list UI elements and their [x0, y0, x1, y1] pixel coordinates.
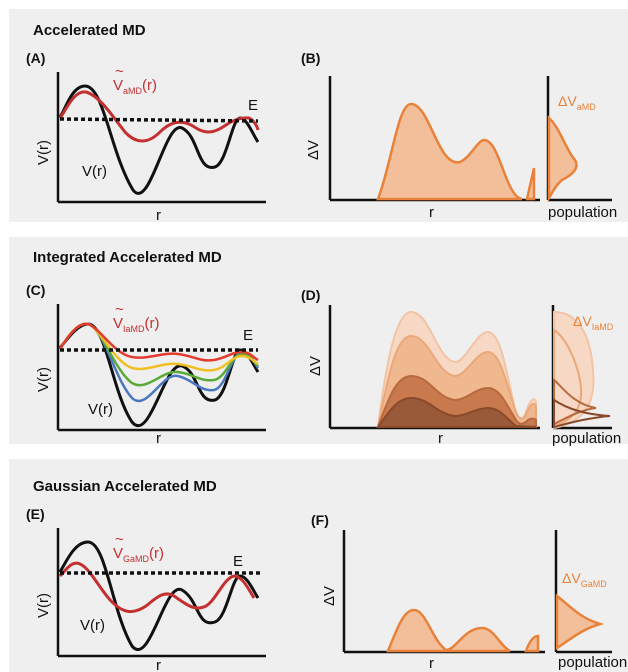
panel-c-boost-tilde: ~: [115, 301, 124, 318]
panel-e-boost-curve: [58, 561, 256, 613]
panel-label-a: (A): [26, 50, 45, 66]
panel-c-boost-label: VIaMD(r): [113, 315, 160, 334]
section-panel-integrated-accelerated-md: [9, 237, 628, 444]
panel-a-ylabel: V(r): [35, 140, 52, 165]
panel-a-boost-label: VaMD(r): [113, 77, 157, 96]
panel-a-boost-tilde: ~: [115, 63, 124, 80]
panel-a-threshold-line: [59, 117, 259, 123]
panel-d-hist-xlabel: population: [552, 430, 621, 447]
panel-d-hist-label: ΔVIaMD: [573, 313, 614, 332]
section-title-accelerated-md: Accelerated MD: [33, 22, 146, 39]
panel-d-level-4-distribution: [376, 396, 537, 428]
panel-f-boost-tail: [524, 634, 540, 653]
panel-c-threshold-label: E: [243, 327, 253, 344]
panel-c-potential-label: V(r): [88, 401, 113, 418]
section-panel-gaussian-accelerated-md: [9, 459, 628, 672]
panel-a-potential-label: V(r): [82, 163, 107, 180]
panel-b-boost-distribution: [376, 102, 523, 201]
panel-b-boost-tail: [525, 167, 536, 201]
panel-e-boost-tilde: ~: [115, 531, 124, 548]
panel-b-hist-xlabel: population: [548, 204, 617, 221]
panel-f-ylabel: ΔV: [321, 586, 338, 606]
panel-f-hist-xlabel: population: [558, 654, 627, 671]
panel-e-boost-label: VGaMD(r): [113, 545, 164, 564]
panel-d-xlabel: r: [438, 430, 443, 447]
panel-f-population-histogram: [555, 593, 605, 651]
section-title-integrated-accelerated-md: Integrated Accelerated MD: [33, 249, 222, 266]
panel-b-population-histogram: [547, 115, 578, 203]
panel-c-ylabel: V(r): [35, 367, 52, 392]
panel-b-ylabel: ΔV: [305, 140, 322, 160]
panel-e-ylabel: V(r): [35, 593, 52, 618]
panel-a-threshold-label: E: [248, 97, 258, 114]
panel-label-b: (B): [301, 50, 320, 66]
panel-d-level-4-histogram: [553, 398, 611, 429]
panel-label-d: (D): [301, 287, 320, 303]
panel-b-hist-label: ΔVaMD: [558, 93, 596, 112]
panel-c-level-4-curve: [58, 322, 259, 362]
section-title-gaussian-accelerated-md: Gaussian Accelerated MD: [33, 478, 217, 495]
panel-f-hist-label: ΔVGaMD: [562, 570, 607, 589]
panel-b-xlabel: r: [429, 204, 434, 221]
panel-a-xlabel: r: [156, 207, 161, 224]
panel-e-threshold-label: E: [233, 553, 243, 570]
panel-f-boost-distribution: [386, 608, 511, 653]
panel-d-level-2-histogram: [553, 328, 583, 428]
panel-label-c: (C): [26, 282, 45, 298]
panel-c-xlabel: r: [156, 430, 161, 447]
panel-d-level-3-histogram: [553, 378, 597, 426]
panel-d-ylabel: ΔV: [307, 356, 324, 376]
panel-a-boost-curve: [58, 90, 260, 143]
panel-label-f: (F): [311, 512, 329, 528]
panel-e-potential-label: V(r): [80, 617, 105, 634]
panel-e-xlabel: r: [156, 657, 161, 672]
panel-f-xlabel: r: [429, 655, 434, 672]
panel-label-e: (E): [26, 506, 45, 522]
